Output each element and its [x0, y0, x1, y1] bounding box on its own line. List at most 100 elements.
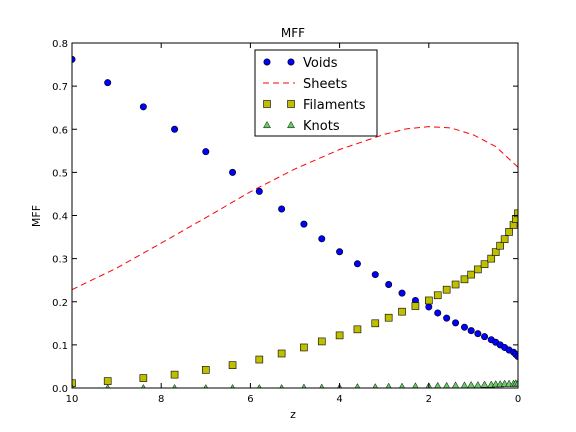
- knots-point: [372, 383, 378, 388]
- filaments-point: [474, 265, 482, 274]
- filaments-point: [139, 374, 148, 382]
- filaments-point: [277, 349, 286, 358]
- voids-point: [202, 148, 210, 156]
- filaments-point: [451, 280, 460, 289]
- knots-point: [385, 382, 392, 388]
- filaments-point: [170, 370, 179, 379]
- voids-point: [425, 303, 433, 311]
- filaments-point: [460, 275, 469, 284]
- knots-point: [514, 379, 518, 387]
- legend-label: Knots: [303, 119, 340, 134]
- filaments-point: [335, 331, 344, 340]
- voids-point: [371, 271, 379, 279]
- legend-label: Sheets: [303, 77, 348, 92]
- knots-point: [412, 382, 419, 388]
- series-knots: [72, 379, 518, 388]
- y-tick-label: 0.4: [52, 212, 68, 223]
- voids-point: [229, 168, 237, 176]
- legend-entry-sheets: Sheets: [263, 77, 348, 92]
- y-tick-label: 0.0: [52, 384, 68, 395]
- legend-marker: [263, 100, 271, 108]
- filaments-point: [487, 254, 496, 263]
- filaments-point: [433, 291, 442, 300]
- voids-point: [171, 125, 179, 133]
- knots-point: [443, 381, 451, 388]
- x-tick-label: 6: [247, 394, 253, 405]
- legend-marker: [263, 120, 271, 129]
- filaments-point: [398, 307, 406, 316]
- legend-marker: [287, 100, 295, 108]
- voids-point: [434, 309, 442, 317]
- voids-point: [398, 289, 406, 297]
- filaments-point: [255, 355, 264, 364]
- knots-point: [480, 380, 489, 388]
- filaments-point: [72, 379, 76, 388]
- legend-label: Filaments: [303, 98, 366, 113]
- voids-point: [467, 327, 475, 335]
- knots-point: [319, 383, 325, 388]
- x-tick-label: 10: [66, 394, 79, 405]
- voids-point: [300, 220, 308, 228]
- legend-entry-knots: Knots: [263, 119, 340, 134]
- voids-point: [385, 280, 393, 288]
- filaments-point: [442, 285, 451, 294]
- x-tick-label: 0: [515, 394, 521, 405]
- knots-point: [354, 383, 361, 388]
- y-tick-label: 0.2: [52, 298, 68, 309]
- knots-point: [460, 381, 469, 388]
- voids-point: [481, 333, 489, 341]
- y-tick-label: 0.3: [52, 255, 68, 266]
- legend-entry-filaments: Filaments: [263, 98, 366, 113]
- legend-label: Voids: [303, 56, 338, 71]
- filaments-point: [467, 270, 475, 279]
- knots-point: [467, 380, 476, 388]
- filaments-point: [317, 337, 326, 346]
- x-tick-label: 4: [336, 394, 342, 405]
- legend-marker: [287, 58, 295, 66]
- legend-entry-voids: Voids: [263, 56, 338, 71]
- knots-point: [399, 382, 405, 388]
- knots-point: [434, 381, 442, 388]
- filaments-point: [228, 361, 237, 369]
- y-tick-label: 0.5: [52, 168, 68, 179]
- filaments-point: [300, 343, 308, 352]
- x-tick-label: 2: [426, 394, 432, 405]
- voids-point: [278, 205, 286, 213]
- voids-point: [255, 187, 263, 195]
- filaments-point: [384, 313, 393, 322]
- voids-point: [139, 103, 147, 111]
- knots-point: [301, 383, 307, 388]
- chart-title: MFF: [281, 26, 305, 40]
- filaments-point: [505, 228, 513, 236]
- voids-point: [443, 314, 451, 322]
- filaments-point: [353, 325, 362, 334]
- y-tick-label: 0.6: [52, 125, 68, 136]
- filaments-point: [480, 260, 489, 269]
- knots-point: [473, 380, 482, 388]
- y-tick-label: 0.1: [52, 341, 68, 352]
- sheets-line: [72, 126, 518, 291]
- filaments-point: [514, 209, 518, 218]
- filaments-point: [202, 366, 210, 374]
- voids-point: [318, 235, 326, 243]
- y-tick-label: 0.7: [52, 82, 68, 93]
- legend-marker: [287, 120, 295, 129]
- filaments-point: [424, 296, 433, 305]
- y-tick-label: 0.8: [52, 39, 68, 50]
- voids-point: [474, 330, 482, 338]
- filaments-point: [491, 248, 500, 256]
- filaments-point: [371, 319, 380, 328]
- x-tick-label: 8: [158, 394, 164, 405]
- legend: Voids Sheets Filaments Knots: [254, 49, 378, 137]
- filaments-point: [103, 377, 112, 385]
- filaments-point: [496, 241, 504, 250]
- series-voids: [72, 55, 518, 361]
- knots-point: [451, 381, 460, 388]
- voids-point: [353, 260, 361, 268]
- y-axis-label: MFF: [30, 205, 43, 227]
- filaments-point: [500, 235, 509, 244]
- legend-frame: [254, 49, 378, 137]
- filaments-point: [411, 302, 420, 310]
- voids-point: [452, 319, 460, 327]
